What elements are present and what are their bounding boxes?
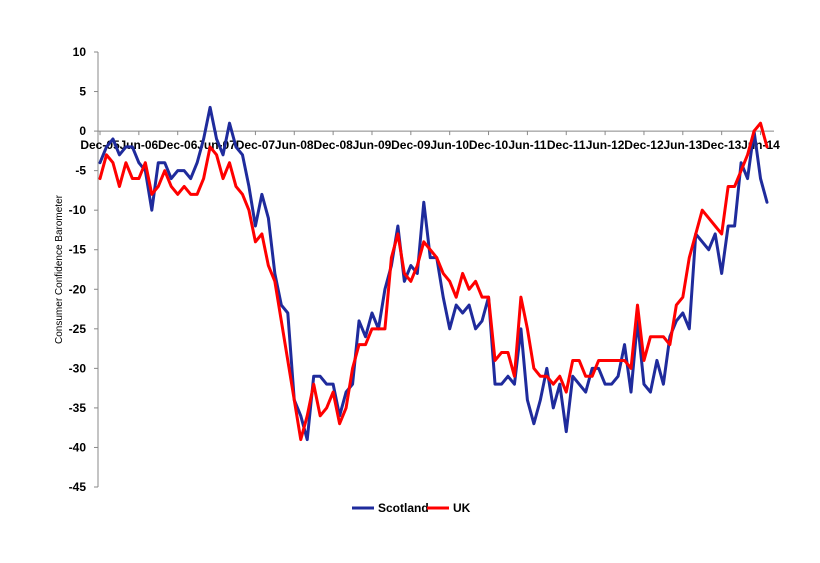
y-tick-label: -5 xyxy=(75,164,86,178)
x-tick-label: Dec-10 xyxy=(469,138,509,152)
legend-label-uk: UK xyxy=(453,501,471,515)
series-line-scotland xyxy=(98,105,769,442)
series-lines xyxy=(98,105,769,442)
x-tick-label: Dec-11 xyxy=(547,138,586,152)
y-tick-label: -20 xyxy=(69,282,87,296)
axes xyxy=(97,52,774,487)
y-tick-label: -35 xyxy=(69,401,87,415)
x-tick-label: Jun-08 xyxy=(275,138,314,152)
x-tick-label: Dec-13 xyxy=(702,138,742,152)
x-tick-label: Dec-08 xyxy=(313,138,353,152)
x-tick-label: Jun-13 xyxy=(663,138,702,152)
legend: Scotland UK xyxy=(352,501,471,515)
y-tick-label: -40 xyxy=(69,440,87,454)
x-tick-label: Jun-06 xyxy=(120,138,159,152)
y-tick-label: 0 xyxy=(79,124,86,138)
x-tick-label: Jun-10 xyxy=(430,138,469,152)
y-tick-label: -45 xyxy=(69,480,87,494)
y-tick-label: -15 xyxy=(69,243,87,257)
x-tick-label: Dec-12 xyxy=(624,138,664,152)
y-tick-label: 5 xyxy=(79,85,86,99)
series-line-uk xyxy=(98,121,769,442)
x-axis-ticks: Dec-05 Jun-06 Dec-06 Jun-07 Dec-07 Jun-08 Dec-… xyxy=(80,131,780,152)
y-axis-label: Consumer Confidence Barometer xyxy=(54,194,65,344)
x-tick-label: Jun-12 xyxy=(586,138,625,152)
y-axis-ticks: 10 5 0 -5 -10 -15 -20 -25 -30 -35 -40 -45 xyxy=(69,45,98,494)
x-tick-label: Dec-06 xyxy=(158,138,198,152)
x-tick-label: Dec-07 xyxy=(236,138,276,152)
y-tick-label: -30 xyxy=(69,361,87,375)
x-tick-label: Dec-09 xyxy=(391,138,431,152)
y-tick-label: 10 xyxy=(73,45,87,59)
y-tick-label: -25 xyxy=(69,322,87,336)
legend-label-scotland: Scotland xyxy=(378,501,429,515)
x-tick-label: Jun-14 xyxy=(741,138,780,152)
y-tick-label: -10 xyxy=(69,203,87,217)
x-tick-label: Jun-09 xyxy=(353,138,392,152)
x-tick-label: Jun-11 xyxy=(508,138,546,152)
